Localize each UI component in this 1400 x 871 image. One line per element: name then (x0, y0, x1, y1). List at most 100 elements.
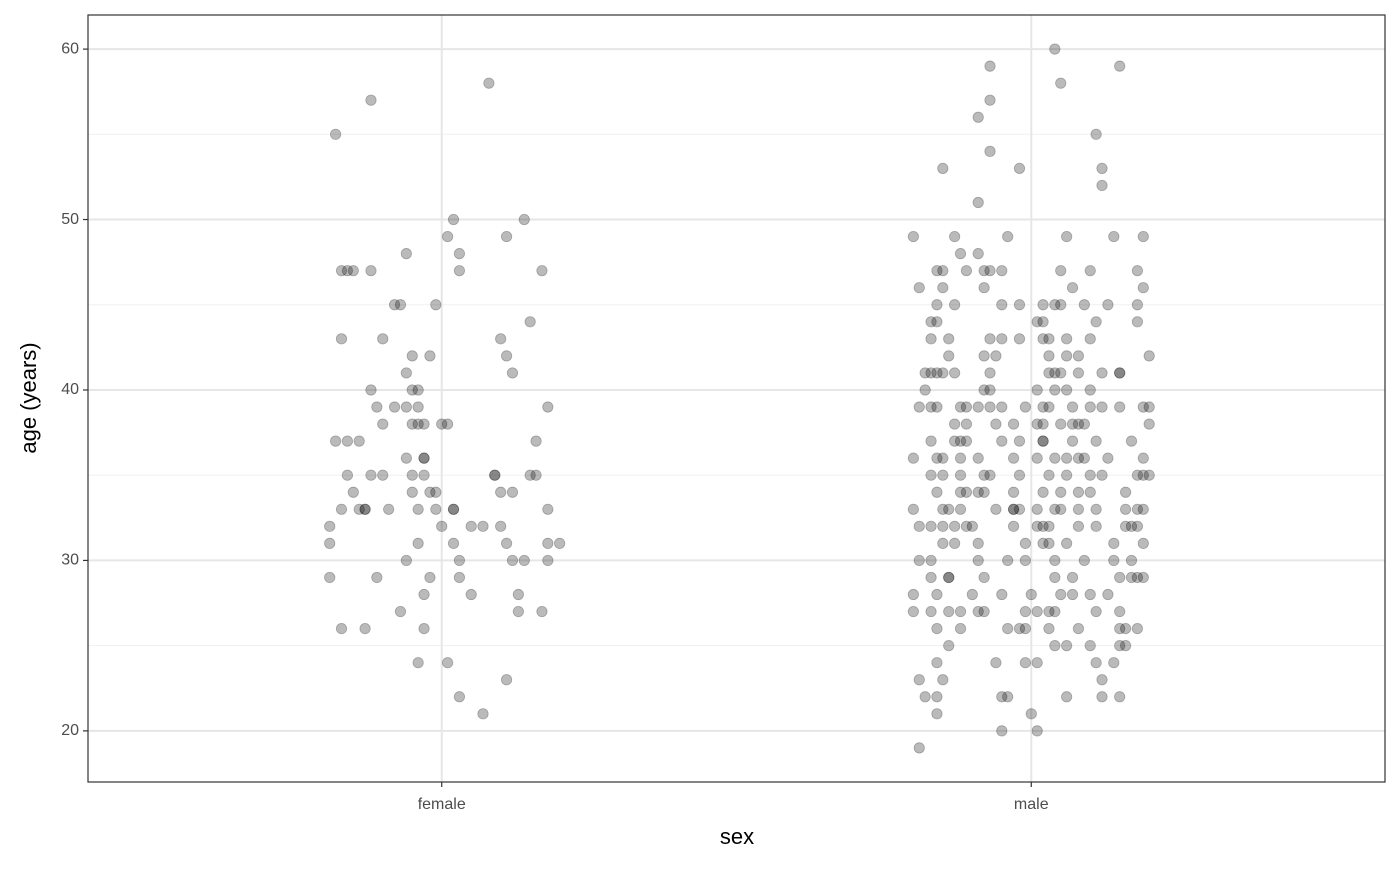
point (925, 554, 937, 567)
point (400, 554, 412, 567)
point (1096, 367, 1108, 379)
point (943, 571, 955, 584)
point (937, 520, 949, 532)
point (913, 282, 925, 294)
point (1072, 367, 1085, 379)
point (1061, 230, 1073, 243)
point (913, 520, 925, 532)
point (966, 520, 978, 532)
point (978, 282, 990, 294)
point (1019, 605, 1031, 618)
point (990, 418, 1002, 430)
point (400, 452, 412, 464)
point (477, 520, 489, 532)
point (1043, 537, 1055, 549)
point (1025, 708, 1037, 720)
point (359, 503, 371, 515)
point (1131, 520, 1143, 532)
y-tick-label: 20 (61, 722, 79, 739)
point (400, 248, 412, 260)
point (1102, 452, 1114, 464)
point (1072, 622, 1085, 635)
point (365, 265, 377, 277)
point (477, 708, 489, 720)
point (1002, 230, 1014, 243)
point (990, 350, 1002, 362)
point (330, 435, 342, 447)
point (925, 571, 937, 584)
point (1031, 418, 1043, 430)
point (1096, 162, 1108, 174)
point (996, 299, 1008, 311)
y-tick-label: 30 (61, 552, 79, 569)
point (324, 537, 336, 549)
point (937, 265, 949, 277)
point (524, 469, 536, 481)
point (996, 401, 1008, 413)
point (406, 350, 418, 362)
point (495, 333, 507, 345)
point (406, 469, 418, 481)
point (919, 384, 931, 396)
point (424, 571, 436, 584)
point (1120, 622, 1132, 635)
point (949, 520, 961, 532)
point (966, 588, 978, 601)
point (943, 571, 955, 584)
point (978, 486, 990, 498)
point (949, 367, 961, 379)
point (530, 435, 542, 447)
point (1108, 230, 1120, 243)
point (512, 605, 524, 618)
point (436, 418, 448, 430)
point (430, 299, 442, 311)
point (412, 657, 424, 669)
point (996, 435, 1008, 447)
point (394, 299, 407, 311)
point (1108, 537, 1120, 549)
point (424, 486, 436, 498)
point (1125, 520, 1138, 532)
point (1084, 265, 1096, 277)
point (1031, 503, 1043, 515)
point (1031, 657, 1043, 669)
point (489, 469, 501, 481)
point (1137, 571, 1149, 584)
point (931, 452, 943, 464)
point (542, 537, 554, 549)
point (324, 571, 336, 584)
point (1084, 333, 1096, 345)
y-tick-label: 50 (61, 211, 79, 228)
point (1108, 657, 1120, 669)
point (996, 333, 1008, 345)
point (925, 469, 937, 481)
point (972, 452, 984, 464)
point (990, 657, 1002, 669)
point (937, 674, 949, 686)
point (1037, 316, 1049, 328)
point (960, 486, 973, 498)
point (1131, 469, 1143, 481)
point (406, 384, 418, 396)
point (996, 725, 1008, 737)
point (925, 435, 937, 447)
point (371, 571, 383, 584)
point (1049, 43, 1061, 55)
point (949, 299, 961, 311)
point (341, 435, 353, 447)
point (453, 571, 466, 584)
point (1084, 486, 1096, 498)
point (1049, 554, 1061, 567)
point (1061, 384, 1073, 396)
point (1037, 435, 1049, 447)
point (447, 503, 460, 515)
point (1096, 401, 1108, 413)
point (1072, 503, 1085, 515)
point (1084, 384, 1096, 396)
point (907, 503, 919, 515)
point (1096, 469, 1108, 481)
point (1061, 469, 1073, 481)
point (377, 469, 389, 481)
point (954, 452, 967, 464)
